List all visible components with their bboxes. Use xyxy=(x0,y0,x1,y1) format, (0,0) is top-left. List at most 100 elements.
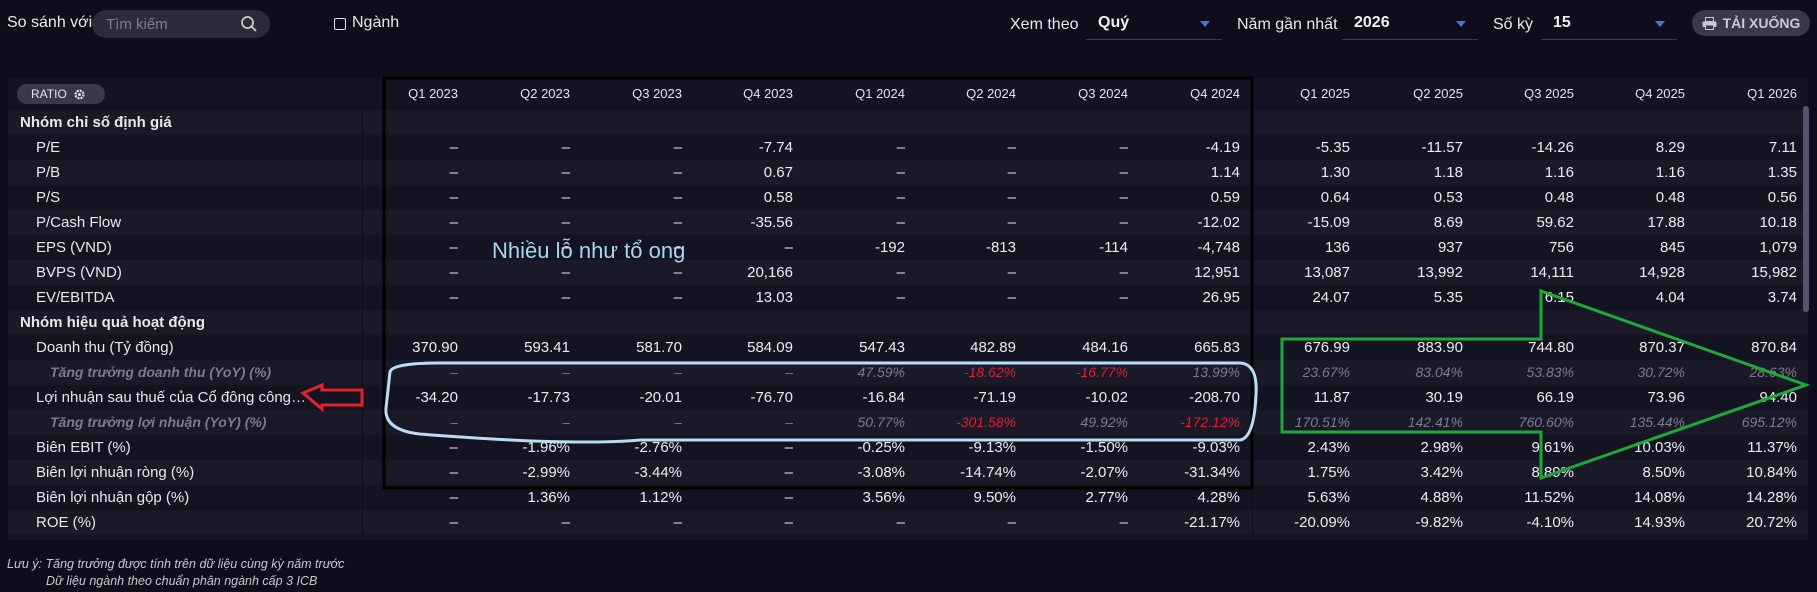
table-cell: 0.59 xyxy=(1210,189,1240,206)
row-label: P/E xyxy=(36,139,61,156)
table-cell: – xyxy=(449,139,458,156)
table-cell: 2.98% xyxy=(1420,439,1463,456)
table-cell: 581.70 xyxy=(636,339,682,356)
table-cell: -17.73 xyxy=(527,389,570,406)
table-cell: -3.08% xyxy=(857,464,905,481)
table-cell: – xyxy=(1119,264,1128,281)
view-by-label: Xem theo xyxy=(1010,16,1079,33)
table-cell: -813 xyxy=(985,239,1016,256)
table-cell: 7.11 xyxy=(1768,139,1797,156)
table-cell: – xyxy=(673,514,682,531)
table-cell: 0.67 xyxy=(763,164,793,181)
column-header: Q2 2024 xyxy=(966,86,1016,101)
table-cell: – xyxy=(1119,514,1128,531)
table-cell: 547.43 xyxy=(859,339,905,356)
table-cell: 9.50% xyxy=(973,489,1016,506)
table-cell: 1.16 xyxy=(1655,164,1685,181)
table-cell: 10.18 xyxy=(1759,214,1797,231)
table-cell: -76.70 xyxy=(750,389,793,406)
table-cell: -71.19 xyxy=(973,389,1016,406)
table-cell: – xyxy=(561,264,570,281)
table-row xyxy=(8,510,1808,535)
table-cell: – xyxy=(1007,164,1016,181)
row-label: Biên EBIT (%) xyxy=(36,439,131,456)
table-cell: – xyxy=(449,189,458,206)
table-cell: 484.16 xyxy=(1082,339,1128,356)
table-cell: 14,928 xyxy=(1639,264,1685,281)
table-cell: 20.72% xyxy=(1746,514,1797,531)
table-cell: 1.75% xyxy=(1307,464,1350,481)
table-cell: 14.93% xyxy=(1634,514,1685,531)
table-cell: -9.13% xyxy=(968,439,1016,456)
table-cell: 1.18 xyxy=(1433,164,1463,181)
table-cell: 47.59% xyxy=(857,364,905,380)
table-row xyxy=(8,185,1808,210)
table-cell: – xyxy=(673,139,682,156)
table-row xyxy=(8,285,1808,310)
row-label: P/Cash Flow xyxy=(36,214,122,231)
table-cell: -4,748 xyxy=(1197,239,1240,256)
ratio-button[interactable]: RATIO xyxy=(17,84,105,104)
table-cell: – xyxy=(449,489,458,506)
table-cell: – xyxy=(1119,289,1128,306)
table-cell: 14,111 xyxy=(1530,264,1574,281)
table-cell: – xyxy=(673,189,682,206)
table-cell: -3.44% xyxy=(634,464,682,481)
table-cell: – xyxy=(561,514,570,531)
table-cell: – xyxy=(673,289,682,306)
table-cell: 26.95 xyxy=(1202,289,1240,306)
table-cell: 1.16 xyxy=(1544,164,1574,181)
table-cell: 744.80 xyxy=(1528,339,1574,356)
group-row xyxy=(8,310,1808,335)
table-cell: 66.19 xyxy=(1536,389,1574,406)
table-cell: – xyxy=(673,264,682,281)
table-cell: – xyxy=(896,164,905,181)
table-cell: -16.77% xyxy=(1075,364,1128,380)
table-cell: 0.48 xyxy=(1544,189,1574,206)
search-input[interactable] xyxy=(92,10,270,38)
compare-label: So sánh với xyxy=(7,14,93,31)
table-cell: -0.25% xyxy=(857,439,905,456)
industry-checkbox[interactable] xyxy=(334,18,346,30)
table-cell: -9.03% xyxy=(1192,439,1240,456)
table-cell: 59.62 xyxy=(1536,214,1574,231)
table-cell: – xyxy=(784,514,793,531)
table-cell: – xyxy=(1007,264,1016,281)
table-cell: 0.58 xyxy=(763,189,793,206)
table-cell: 370.90 xyxy=(412,339,458,356)
table-cell: – xyxy=(896,514,905,531)
table-cell: – xyxy=(449,164,458,181)
table-cell: – xyxy=(896,264,905,281)
table-cell: 17.88 xyxy=(1647,214,1685,231)
table-cell: 53.83% xyxy=(1526,364,1574,380)
search-icon[interactable] xyxy=(240,15,258,33)
table-row xyxy=(8,260,1808,285)
table-cell: 50.77% xyxy=(857,414,905,430)
table-cell: -208.70 xyxy=(1189,389,1240,406)
download-button[interactable]: TẢI XUỐNG xyxy=(1692,10,1810,36)
recent-year-value: 2026 xyxy=(1354,14,1390,31)
recent-year-select[interactable]: 2026 xyxy=(1342,10,1478,40)
table-cell: -14.26 xyxy=(1531,139,1574,156)
table-cell: 937 xyxy=(1437,239,1463,256)
vertical-scrollbar[interactable] xyxy=(1803,106,1809,312)
group-row xyxy=(8,110,1808,135)
table-cell: – xyxy=(784,464,793,481)
column-header: Q3 2025 xyxy=(1524,86,1574,101)
view-by-value: Quý xyxy=(1098,14,1130,31)
table-cell: 3.74 xyxy=(1767,289,1797,306)
table-cell: – xyxy=(561,239,570,256)
table-cell: -5.35 xyxy=(1315,139,1350,156)
table-cell: -1.50% xyxy=(1080,439,1128,456)
row-label: BVPS (VND) xyxy=(36,264,122,281)
periods-select[interactable]: 15 xyxy=(1541,10,1677,40)
table-cell: 14.08% xyxy=(1634,489,1685,506)
view-by-select[interactable]: Quý xyxy=(1086,10,1222,40)
table-cell: -4.19 xyxy=(1205,139,1240,156)
table-cell: – xyxy=(449,464,458,481)
table-cell: -16.84 xyxy=(862,389,905,406)
table-row xyxy=(8,235,1808,260)
table-cell: 24.07 xyxy=(1312,289,1350,306)
row-label: EPS (VND) xyxy=(36,239,112,256)
